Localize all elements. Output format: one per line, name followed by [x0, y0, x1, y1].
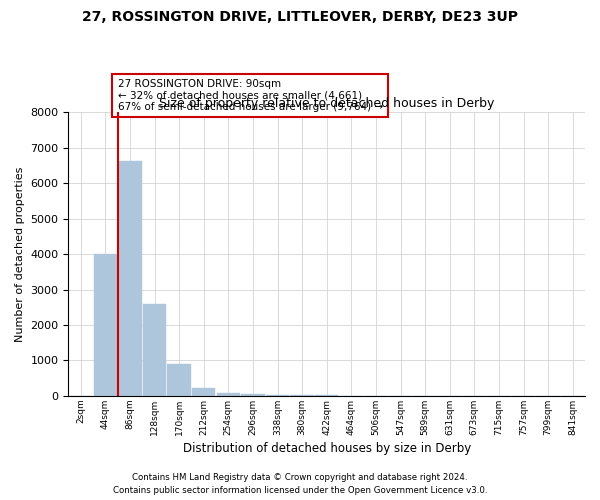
Text: 27, ROSSINGTON DRIVE, LITTLEOVER, DERBY, DE23 3UP: 27, ROSSINGTON DRIVE, LITTLEOVER, DERBY,…	[82, 10, 518, 24]
Text: Contains HM Land Registry data © Crown copyright and database right 2024.
Contai: Contains HM Land Registry data © Crown c…	[113, 474, 487, 495]
Bar	[192, 388, 215, 396]
Bar	[217, 393, 240, 396]
Bar	[266, 395, 289, 396]
Text: 27 ROSSINGTON DRIVE: 90sqm
← 32% of detached houses are smaller (4,661)
67% of s: 27 ROSSINGTON DRIVE: 90sqm ← 32% of deta…	[118, 79, 383, 112]
Bar	[94, 254, 117, 396]
Bar	[241, 394, 265, 396]
Bar	[167, 364, 191, 396]
Bar	[118, 161, 142, 396]
Y-axis label: Number of detached properties: Number of detached properties	[15, 166, 25, 342]
Bar	[290, 395, 314, 396]
Title: Size of property relative to detached houses in Derby: Size of property relative to detached ho…	[159, 96, 494, 110]
X-axis label: Distribution of detached houses by size in Derby: Distribution of detached houses by size …	[182, 442, 471, 455]
Bar	[143, 304, 166, 396]
